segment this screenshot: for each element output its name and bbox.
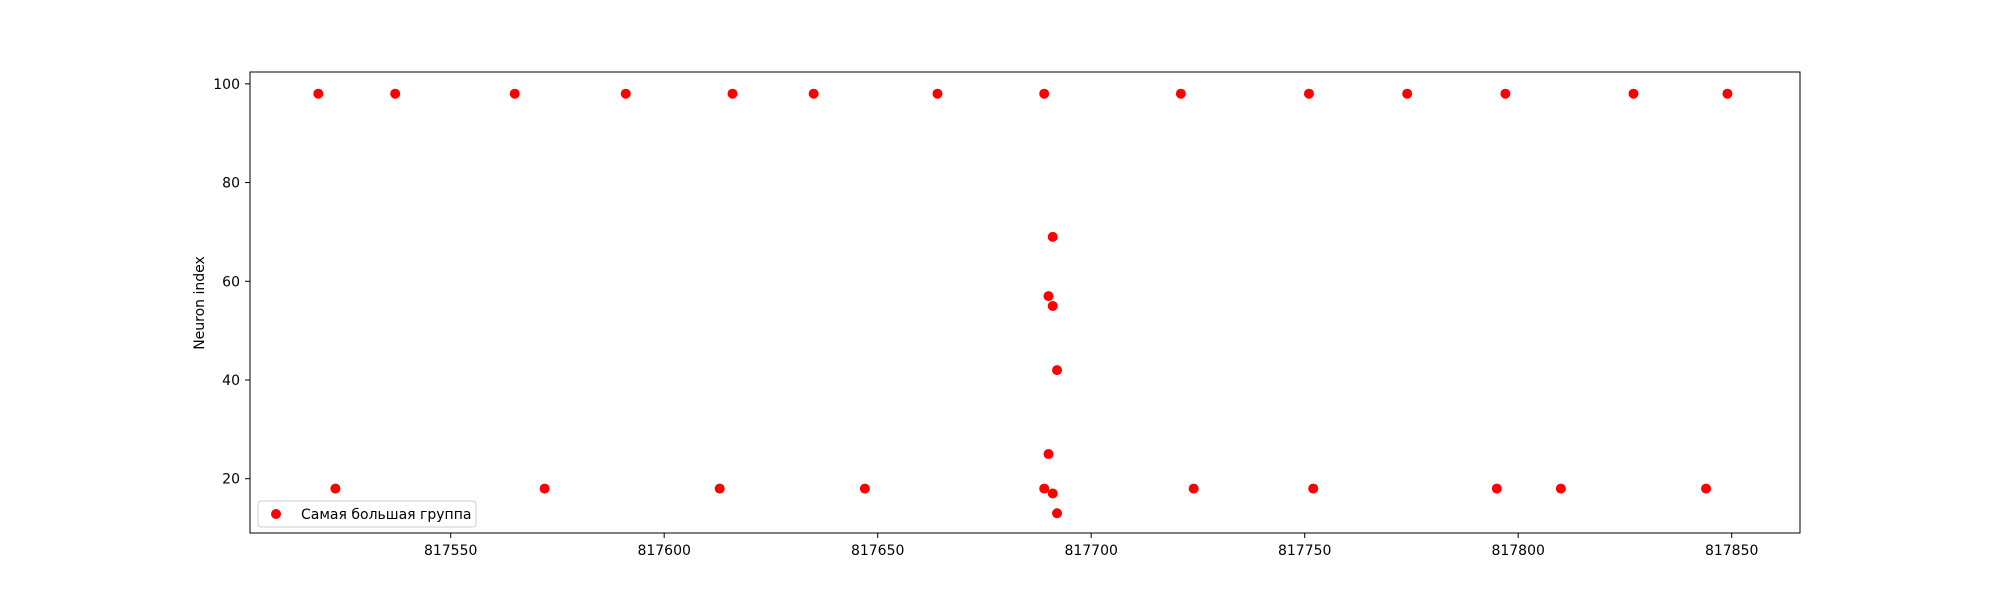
scatter-point	[1402, 88, 1413, 99]
x-tick-label: 817800	[1491, 543, 1544, 559]
scatter-point	[714, 483, 725, 494]
legend-label: Самая большая группа	[301, 507, 471, 523]
plot-frame	[249, 71, 1801, 534]
y-tick-label: 80	[222, 176, 240, 192]
scatter-point	[313, 88, 324, 99]
scatter-point	[1043, 449, 1054, 460]
scatter-point	[539, 483, 550, 494]
scatter-point	[390, 88, 401, 99]
scatter-point	[1500, 88, 1511, 99]
x-tick-label: 817700	[1064, 543, 1117, 559]
scatter-points	[313, 88, 1733, 519]
scatter-point	[1043, 291, 1054, 302]
scatter-point	[620, 88, 631, 99]
scatter-point	[1555, 483, 1566, 494]
x-tick-label: 817550	[424, 543, 477, 559]
scatter-point	[1047, 231, 1058, 242]
scatter-point	[1047, 488, 1058, 499]
x-tick-label: 817750	[1278, 543, 1331, 559]
legend-marker	[271, 509, 281, 519]
scatter-point	[1047, 300, 1058, 311]
y-tick-label: 100	[213, 77, 240, 93]
y-axis-label: Neuron index	[192, 256, 208, 350]
y-tick-label: 40	[222, 373, 240, 389]
scatter-point	[1491, 483, 1502, 494]
y-tick-label: 20	[222, 472, 240, 488]
plot-area	[250, 72, 1800, 533]
scatter-point	[727, 88, 738, 99]
scatter-point	[1039, 483, 1050, 494]
scatter-point	[1052, 508, 1063, 519]
scatter-point	[1722, 88, 1733, 99]
scatter-point	[1188, 483, 1199, 494]
scatter-point	[1628, 88, 1639, 99]
x-tick-label: 817600	[637, 543, 690, 559]
scatter-point	[509, 88, 520, 99]
scatter-point	[1308, 483, 1319, 494]
scatter-point	[1052, 365, 1063, 376]
y-tick-label: 60	[222, 274, 240, 290]
scatter-point	[932, 88, 943, 99]
x-tick-label: 817850	[1705, 543, 1758, 559]
scatter-point	[808, 88, 819, 99]
scatter-point	[1039, 88, 1050, 99]
scatter-point	[859, 483, 870, 494]
legend: Самая большая группа	[257, 500, 477, 528]
scatter-point	[1701, 483, 1712, 494]
scatter-point	[330, 483, 341, 494]
scatter-point	[1303, 88, 1314, 99]
x-axis: 817550 817600 817650 817700 817750 817800 8178…	[424, 533, 1758, 559]
y-axis: 20 40 60 80 100	[213, 77, 250, 488]
scatter-point	[1175, 88, 1186, 99]
x-tick-label: 817650	[851, 543, 904, 559]
legend-box	[257, 500, 477, 528]
